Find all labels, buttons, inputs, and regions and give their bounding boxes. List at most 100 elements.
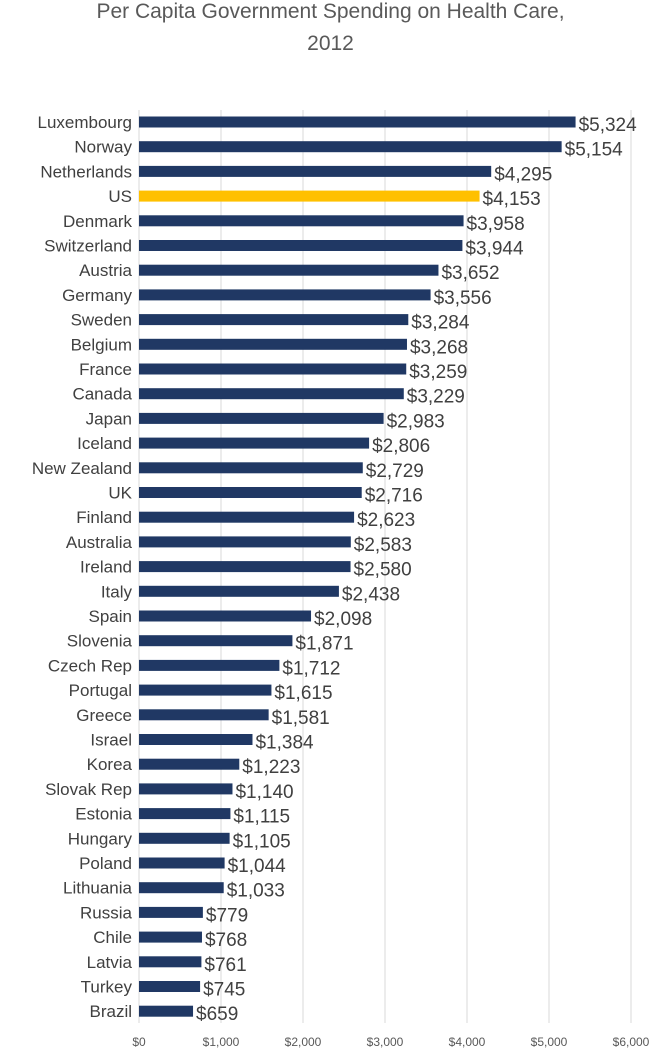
category-label: Iceland [77,434,132,453]
data-label: $3,259 [409,362,467,383]
category-label: Luxembourg [37,113,132,132]
data-label: $1,044 [228,856,287,877]
bar [139,437,370,449]
category-label: Canada [72,385,132,404]
bar [139,289,431,301]
data-label: $2,438 [342,584,400,605]
data-label: $2,983 [387,411,445,432]
category-label: Israel [90,731,132,750]
category-label: Greece [76,706,132,725]
bar [139,808,231,820]
bar [139,215,464,227]
category-label: US [108,187,132,206]
x-tick-label: $1,000 [203,1035,240,1049]
bar [139,240,463,251]
data-label: $4,153 [483,189,541,210]
category-label: Lithuania [63,879,133,898]
category-label: Sweden [71,311,132,330]
bar [139,684,272,696]
data-label: $779 [206,905,248,926]
category-label: Italy [101,582,133,601]
category-label: Brazil [89,1002,132,1021]
bar [139,906,203,918]
bar [139,511,355,523]
bar [139,832,230,844]
bar [139,388,404,400]
category-label: Switzerland [44,237,132,256]
bar [139,931,202,943]
bar [139,314,409,326]
data-label: $2,729 [366,461,424,482]
data-label: $2,583 [354,535,412,556]
bar [139,141,562,153]
bar [139,487,362,498]
data-label: $2,806 [372,436,430,457]
category-label: Japan [86,409,132,428]
category-label: Slovenia [67,632,133,651]
bar [139,264,439,276]
data-label: $1,033 [227,881,285,902]
data-label: $5,154 [565,140,624,161]
bar [139,659,280,671]
data-label: $1,115 [233,807,290,828]
bar [139,610,312,622]
data-label: $745 [203,980,245,1001]
bar [139,536,351,548]
data-label: $3,652 [441,263,499,284]
bar [139,758,240,770]
bar [139,363,407,375]
bar [139,981,201,992]
category-label: Hungary [68,829,133,848]
bar [139,882,224,894]
bar [139,635,293,647]
category-label: Latvia [87,953,133,972]
x-tick-label: $5,000 [531,1035,568,1049]
category-label: Austria [79,261,132,280]
data-label: $3,944 [465,239,524,260]
category-label: Slovak Rep [45,780,132,799]
data-label: $1,615 [274,683,332,704]
x-tick-label: $6,000 [613,1035,650,1049]
category-label: France [79,360,132,379]
category-label: Finland [76,508,132,527]
chart-title-line-2: 2012 [307,32,354,55]
data-label: $3,268 [410,337,468,358]
category-label: Czech Rep [48,656,132,675]
data-label: $3,284 [411,313,470,334]
bar [139,783,233,795]
category-label: Turkey [81,978,133,997]
bar [139,116,576,128]
bar [139,338,407,350]
data-label: $1,581 [272,708,330,729]
category-label: Estonia [75,805,132,824]
category-label: UK [108,484,132,503]
data-label: $761 [204,955,246,976]
bar [139,734,253,745]
data-label: $768 [205,930,247,951]
data-label: $5,324 [579,115,638,136]
category-label: Denmark [63,212,132,231]
category-label: Chile [93,928,132,947]
data-label: $1,871 [295,634,353,655]
data-label: $3,556 [434,288,492,309]
bar [139,1005,194,1017]
x-tick-label: $3,000 [367,1035,404,1049]
category-label: Poland [79,854,132,873]
x-tick-label: $0 [132,1035,146,1049]
category-label: Korea [87,755,133,774]
category-label: Germany [62,286,132,305]
category-label: Russia [80,903,133,922]
data-label: $2,580 [354,560,412,581]
bar [139,956,202,968]
category-label: Portugal [69,681,132,700]
category-label: Australia [66,533,133,552]
bar [139,561,351,573]
data-label: $1,712 [282,658,340,679]
category-label: Netherlands [40,162,132,181]
data-label: $3,958 [467,214,525,235]
bar [139,585,339,597]
data-label: $2,716 [365,486,423,507]
category-label: Ireland [80,558,132,577]
bar [139,857,225,869]
